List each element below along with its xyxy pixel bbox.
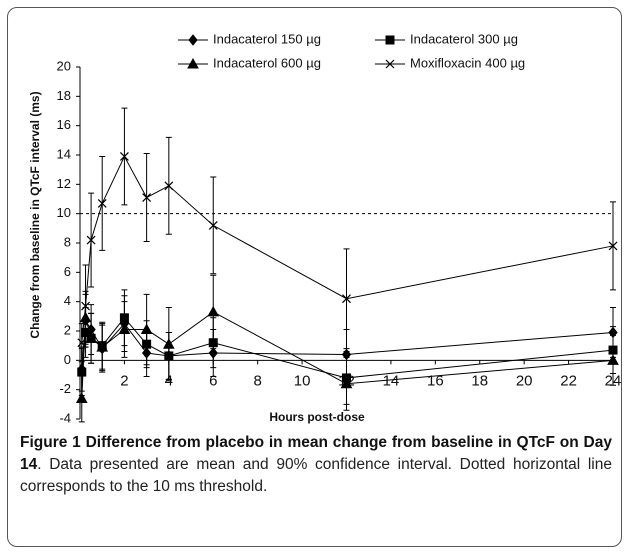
- y-tick-label: 20: [57, 58, 71, 73]
- caption-title: Figure 1 Difference from placebo in mean…: [20, 434, 612, 473]
- series-line: [81, 317, 614, 379]
- figure-frame: [7, 7, 622, 547]
- marker: [118, 323, 131, 335]
- marker: [142, 193, 152, 202]
- y-tick-label: 8: [64, 234, 71, 249]
- legend-label: Indacaterol 600 µg: [213, 55, 321, 70]
- marker: [86, 235, 96, 245]
- series-line: [81, 155, 614, 343]
- marker: [340, 377, 353, 389]
- marker: [608, 241, 618, 251]
- marker: [75, 392, 88, 403]
- marker: [97, 198, 107, 208]
- chart: Hours post-dose Change from baseline in …: [28, 31, 621, 425]
- legend-label: Moxifloxacin 400 µg: [410, 55, 525, 70]
- y-tick-label: 10: [57, 205, 71, 220]
- y-tick-label: 14: [57, 146, 71, 161]
- marker: [162, 338, 175, 349]
- y-axis-label: Change from baseline in QTcF interval (m…: [28, 91, 42, 338]
- y-tick-label: 4: [64, 293, 71, 308]
- y-tick-label: 0: [64, 352, 71, 367]
- x-tick-label: 6: [209, 372, 217, 389]
- x-axis-label: Hours post-dose: [269, 410, 365, 424]
- marker: [119, 152, 129, 161]
- marker: [96, 341, 109, 352]
- x-tick-label: 22: [560, 372, 577, 389]
- marker: [385, 35, 395, 45]
- y-tick-label: 6: [64, 264, 71, 279]
- marker: [385, 59, 395, 69]
- x-tick-label: 18: [471, 372, 488, 389]
- marker: [207, 305, 220, 317]
- y-tick-label: -4: [59, 410, 71, 425]
- y-tick-label: -2: [59, 381, 71, 396]
- marker: [208, 220, 218, 230]
- y-tick-label: 2: [64, 322, 71, 337]
- marker: [164, 181, 174, 191]
- x-tick-label: 20: [516, 372, 533, 389]
- marker: [140, 323, 153, 335]
- x-tick-label: 8: [253, 372, 261, 389]
- series-line: [81, 311, 614, 399]
- marker: [342, 294, 351, 304]
- series-line: [81, 319, 614, 370]
- legend-label: Indacaterol 150 µg: [213, 31, 321, 46]
- marker: [85, 332, 97, 343]
- marker: [77, 338, 87, 348]
- x-tick-label: 16: [427, 372, 444, 389]
- caption: Figure 1 Difference from placebo in mean…: [20, 432, 612, 498]
- legend-label: Indacaterol 300 µg: [410, 31, 518, 46]
- x-tick-label: 2: [120, 372, 128, 389]
- x-tick-label: 14: [383, 372, 400, 389]
- marker: [81, 301, 90, 311]
- marker: [188, 34, 198, 46]
- y-tick-label: 18: [57, 88, 71, 103]
- marker: [187, 57, 199, 69]
- marker: [607, 354, 619, 365]
- y-tick-label: 12: [57, 176, 71, 191]
- caption-text: . Data presented are mean and 90% confid…: [20, 456, 612, 495]
- x-tick-label: 10: [294, 372, 311, 389]
- y-tick-label: 16: [57, 117, 71, 132]
